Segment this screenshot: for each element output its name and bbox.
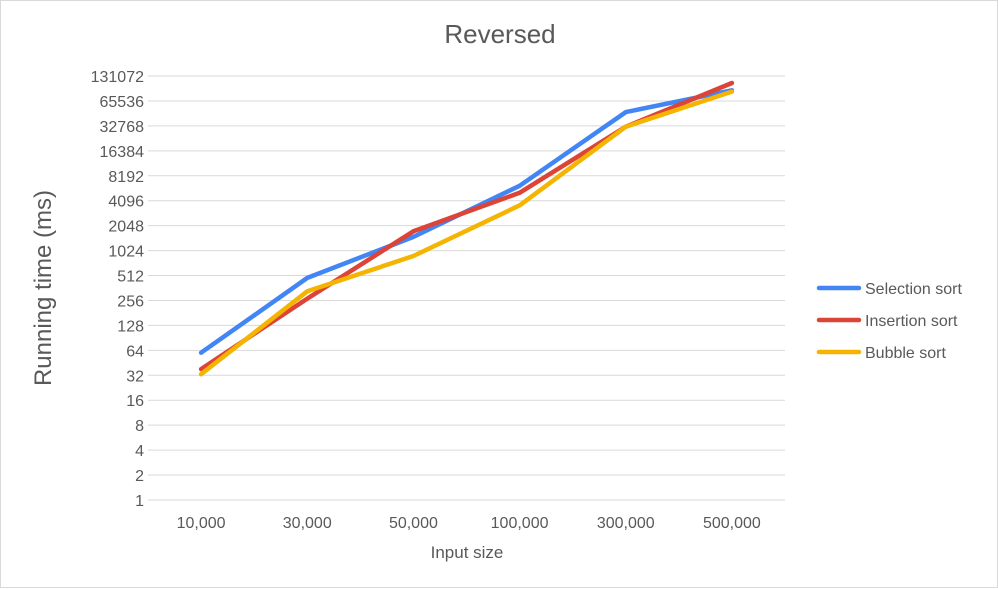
x-tick-label: 300,000 — [597, 515, 655, 532]
y-tick-label: 256 — [117, 293, 144, 310]
y-tick-label: 4 — [135, 443, 144, 460]
y-tick-label: 2 — [135, 468, 144, 485]
x-tick-label: 10,000 — [177, 515, 226, 532]
y-tick-label: 32 — [126, 368, 144, 385]
y-tick-label: 2048 — [108, 219, 144, 236]
y-axis-title: Running time (ms) — [30, 190, 57, 386]
x-axis-ticks: 10,000 30,000 50,000 100,000 300,000 500,000 — [177, 515, 761, 532]
legend-label: Selection sort — [865, 281, 962, 298]
y-tick-label: 1 — [135, 493, 144, 510]
y-tick-label: 8192 — [108, 169, 144, 186]
y-tick-label: 512 — [117, 269, 144, 286]
y-tick-label: 32768 — [100, 119, 145, 136]
y-tick-label: 8 — [135, 418, 144, 435]
y-tick-label: 64 — [126, 343, 144, 360]
y-tick-label: 128 — [117, 318, 144, 335]
gridlines — [148, 75, 785, 501]
y-tick-label: 1024 — [108, 244, 144, 261]
y-tick-label: 65536 — [100, 94, 145, 111]
y-axis-ticks: 1 2 4 8 16 32 64 128 256 512 1024 2048 4096 8192 16384… — [91, 69, 144, 510]
y-tick-label: 16384 — [100, 144, 145, 161]
x-tick-label: 30,000 — [283, 515, 332, 532]
series-lines — [198, 80, 735, 377]
chart-title: Reversed — [444, 19, 555, 49]
series-line-bubble-sort — [198, 89, 735, 377]
legend-label: Bubble sort — [865, 345, 946, 362]
y-tick-label: 16 — [126, 393, 144, 410]
x-tick-label: 500,000 — [703, 515, 761, 532]
x-tick-label: 50,000 — [389, 515, 438, 532]
x-tick-label: 100,000 — [491, 515, 549, 532]
legend: Selection sort Insertion sort Bubble sort — [816, 281, 962, 362]
y-tick-label: 4096 — [108, 194, 144, 211]
x-axis-title: Input size — [431, 543, 504, 562]
y-tick-label: 131072 — [91, 69, 144, 86]
legend-label: Insertion sort — [865, 313, 958, 330]
